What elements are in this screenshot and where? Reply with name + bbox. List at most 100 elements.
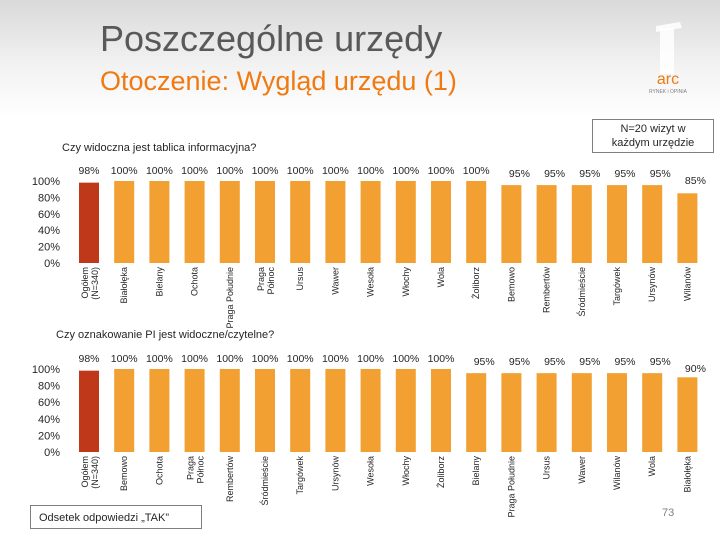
chart1-category-label: Wawer: [330, 267, 340, 295]
chart2-value-label: 100%: [322, 353, 349, 365]
chart2-bar: [677, 377, 698, 452]
chart1-value-label: 100%: [463, 165, 490, 177]
chart1-bar: [149, 181, 170, 263]
chart1-bar: [431, 181, 451, 263]
chart2-bar: [607, 373, 627, 452]
chart2-bar: [149, 369, 170, 452]
chart1-value-label: 95%: [579, 168, 600, 180]
chart1-category-label: Śródmieście: [576, 267, 587, 317]
chart1-value-label: 100%: [287, 165, 314, 177]
chart2-bar: [114, 369, 135, 452]
chart1-value-label: 100%: [146, 165, 173, 177]
chart2-category-label: Bemowo: [119, 456, 129, 491]
chart2-ytick: 40%: [38, 414, 60, 426]
chart2-value-label: 95%: [544, 356, 565, 368]
chart1-bar: [642, 185, 663, 263]
chart1-category-label: Wilanów: [682, 267, 692, 302]
chart1-category-label: Północ: [266, 267, 276, 295]
chart1-ytick: 100%: [32, 176, 60, 188]
chart2-category-label: Włochy: [401, 456, 411, 486]
chart1-bar: [395, 181, 416, 263]
logo-tower-icon: [660, 28, 674, 74]
chart1-ytick: 80%: [38, 192, 60, 204]
chart2-bar: [255, 369, 275, 452]
chart1-bar: [677, 193, 698, 263]
chart2-bar: [642, 373, 663, 452]
chart2-category-label: Białołęka: [682, 456, 692, 493]
chart1-bar: [501, 185, 522, 263]
chart1-value-label: 95%: [614, 168, 635, 180]
chart1-category-label: Targówek: [612, 267, 622, 306]
chart1-ytick: 0%: [44, 258, 60, 270]
chart1-bar: [114, 181, 135, 263]
chart1-category-label: Białołęka: [119, 267, 129, 304]
chart2-ytick: 60%: [38, 397, 60, 409]
chart2-bar: [219, 369, 240, 452]
chart2-bar: [290, 369, 311, 452]
chart2-category-label: Praga Południe: [506, 456, 516, 518]
chart2-value-label: 95%: [509, 356, 530, 368]
chart1-value-label: 98%: [78, 165, 99, 177]
chart1-bar: [360, 181, 381, 263]
page-title: Poszczególne urzędy: [100, 18, 443, 59]
chart1-bar: [290, 181, 311, 263]
chart2-bar: [184, 369, 205, 452]
chart2-value-label: 100%: [392, 353, 419, 365]
chart2-category-label: Ursynów: [330, 456, 340, 492]
chart2-category-label: (N=340): [90, 456, 100, 489]
chart1-ytick: 40%: [38, 225, 60, 237]
chart2-category-label: Ursus: [542, 456, 552, 480]
chart2-value-label: 100%: [216, 353, 243, 365]
chart2-title: Czy oznakowanie PI jest widoczne/czyteln…: [56, 329, 275, 341]
chart1-value-label: 95%: [650, 168, 671, 180]
chart1-bar: [219, 181, 240, 263]
chart2-bar: [325, 369, 346, 452]
chart2-category-label: Rembertów: [225, 456, 235, 503]
chart1-value-label: 100%: [392, 165, 419, 177]
chart1-category-label: Ursynów: [647, 267, 657, 303]
chart2-value-label: 95%: [650, 356, 671, 368]
chart1-value-label: 85%: [685, 175, 706, 187]
chart1-bar: [536, 185, 557, 263]
chart1-category-label: Bemowo: [506, 267, 516, 302]
sample-note-line2: każdym urzędzie: [611, 137, 695, 149]
chart2-category-label: Bielany: [471, 456, 481, 486]
chart2-category-label: Ogółem: [80, 456, 90, 488]
chart2-value-label: 100%: [428, 353, 455, 365]
chart1-value-label: 100%: [181, 165, 208, 177]
chart2-category-label: Północ: [196, 456, 206, 484]
chart1-category-label: Żoliborz: [471, 267, 481, 300]
svg-text:arc: arc: [657, 71, 679, 88]
chart2-bar: [501, 373, 522, 452]
chart1-category-label: Ogółem: [80, 267, 90, 299]
chart1-value-label: 100%: [357, 165, 384, 177]
chart1-category-label: Ochota: [190, 267, 200, 296]
sample-note: N=20 wizyt w każdym urzędzie: [592, 119, 714, 153]
chart1-category-label: Wola: [436, 267, 446, 287]
chart1-bar: [466, 181, 487, 263]
chart1-value-label: 95%: [509, 168, 530, 180]
legend: Odsetek odpowiedzi „TAK”: [30, 505, 202, 529]
chart1-category-label: (N=340): [90, 267, 100, 300]
chart2-value-label: 95%: [474, 356, 495, 368]
chart2-value-label: 100%: [111, 353, 138, 365]
chart2-bar: [79, 370, 99, 452]
chart2-value-label: 95%: [579, 356, 600, 368]
chart2-value-label: 100%: [357, 353, 384, 365]
chart1-value-label: 100%: [252, 165, 279, 177]
chart2-category-label: Targówek: [295, 456, 305, 495]
chart1-category-label: Włochy: [401, 267, 411, 297]
chart2-bar: [431, 369, 451, 452]
chart1-category-label: Praga Południe: [225, 267, 235, 329]
sample-note-line1: N=20 wizyt w: [620, 123, 686, 135]
chart2-category-label: Ochota: [154, 456, 164, 485]
chart1-value-label: 100%: [322, 165, 349, 177]
chart2-value-label: 98%: [78, 353, 99, 365]
chart2-bar: [571, 373, 592, 452]
chart2-ytick: 80%: [38, 381, 60, 393]
chart1-bar: [184, 181, 205, 263]
chart2-value-label: 100%: [146, 353, 173, 365]
chart2-ytick: 20%: [38, 430, 60, 442]
chart2-value-label: 100%: [252, 353, 279, 365]
